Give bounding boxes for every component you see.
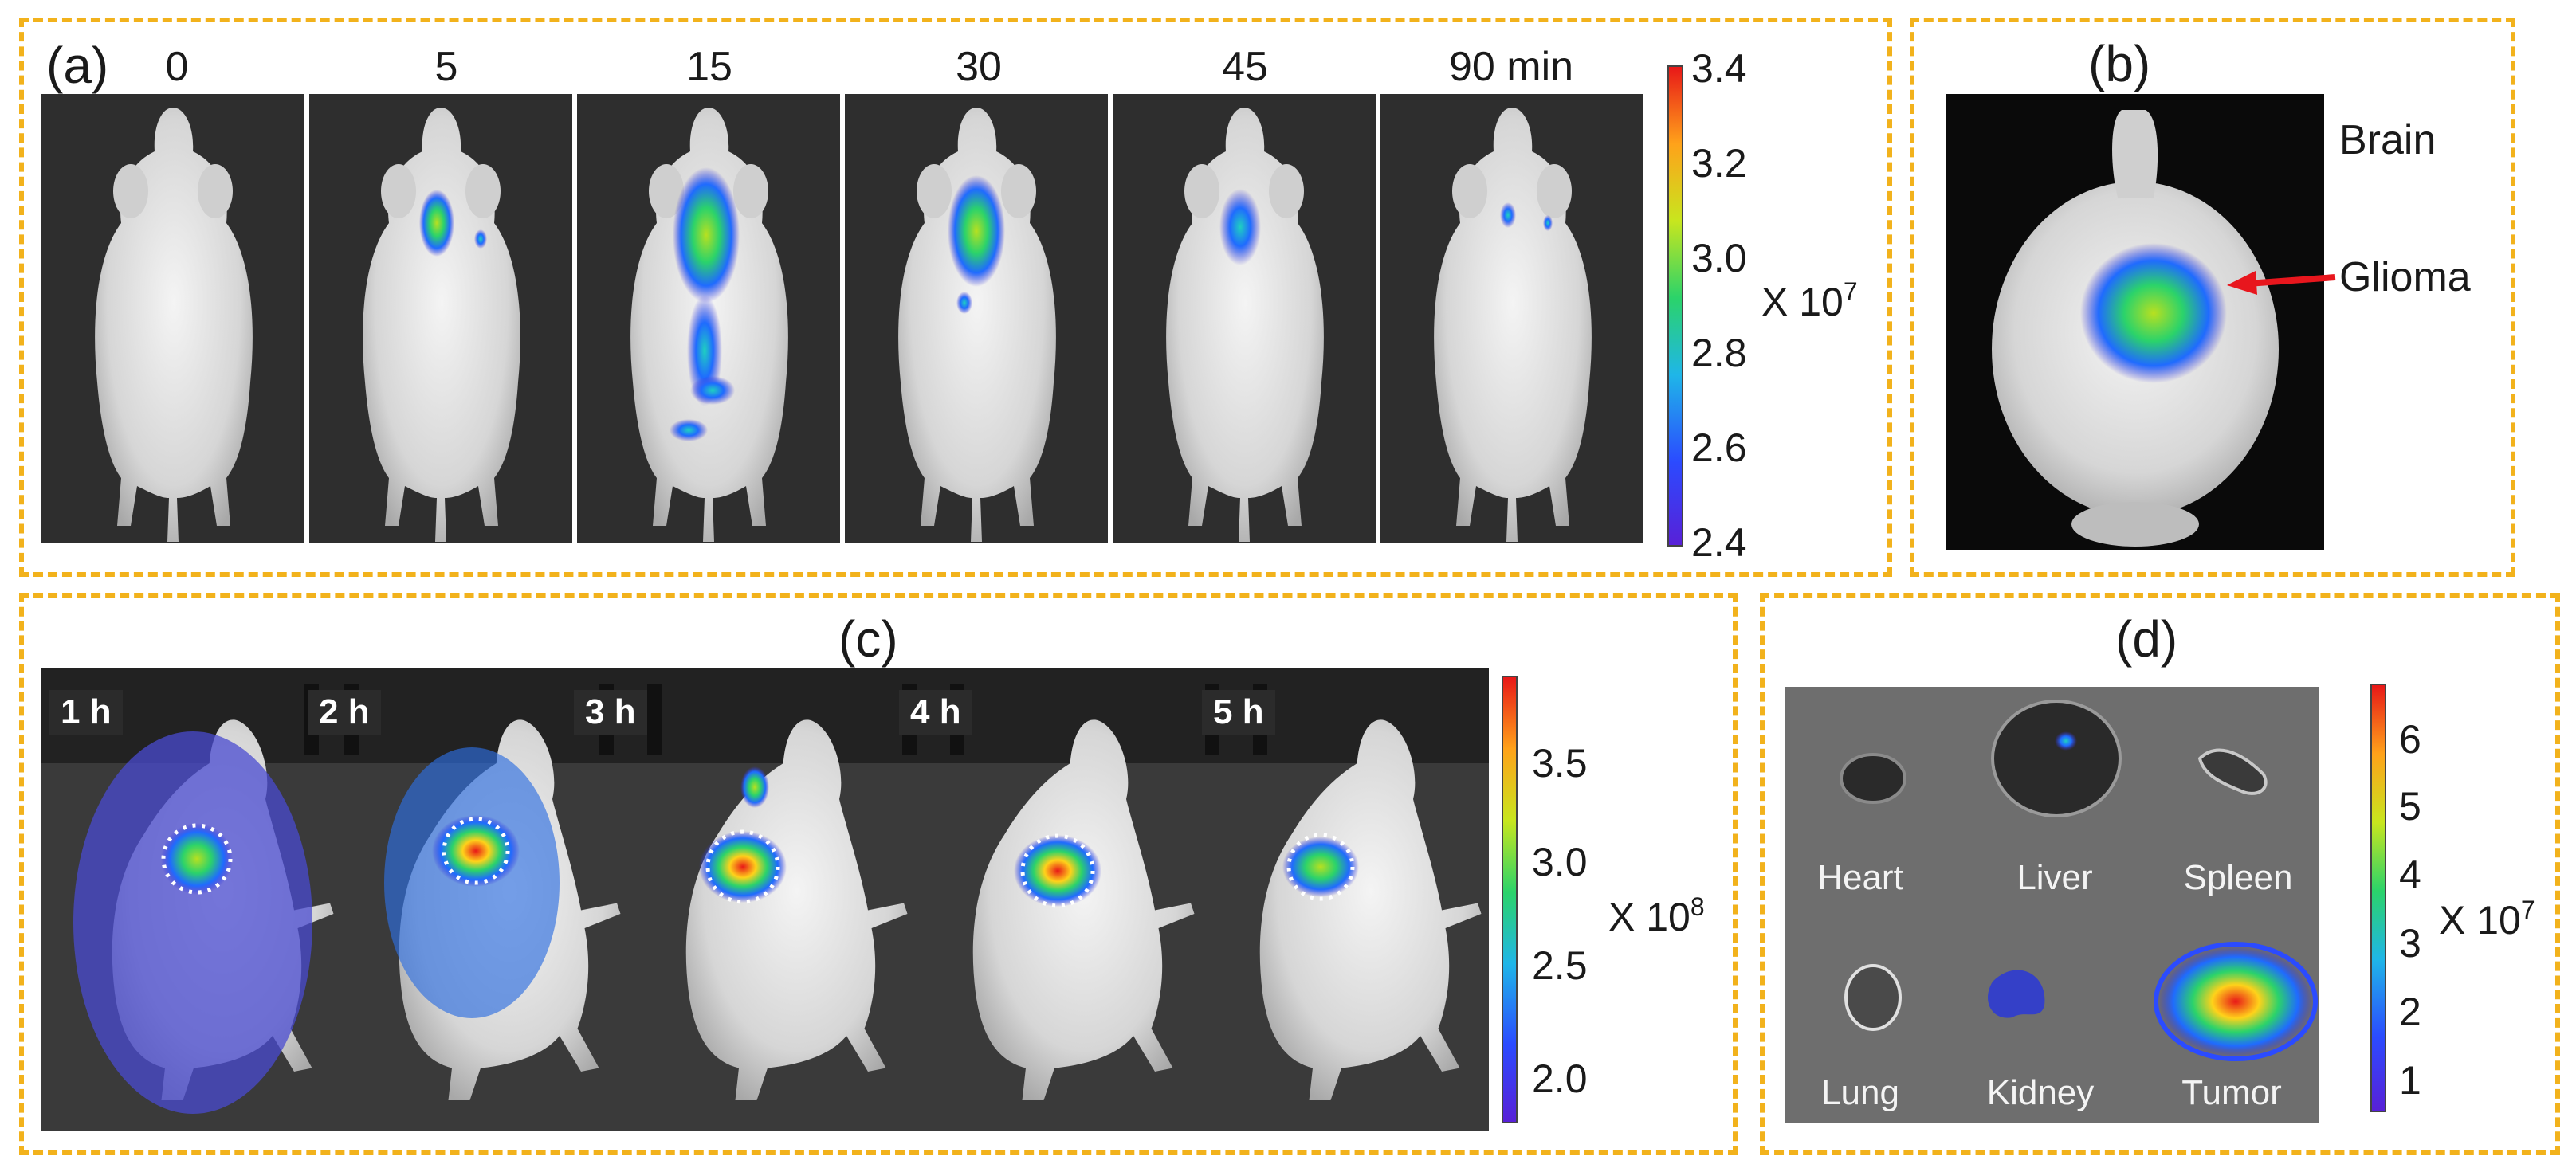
panel-a-label: (a): [46, 37, 109, 94]
mouse-image-45min: [1113, 94, 1376, 543]
mouse-image-30min: [845, 94, 1108, 543]
mouse-image-0min: [41, 94, 304, 543]
panel-a-colorbar-unit: X 107: [1761, 277, 1858, 324]
panel-d-tick: 2: [2399, 990, 2421, 1034]
panel-a-time-2: 15: [686, 44, 732, 90]
panel-c-tick: 2.5: [1532, 943, 1588, 988]
organ-label-liver: Liver: [2016, 858, 2093, 897]
panel-d: (d): [1760, 593, 2560, 1155]
panel-c-colorbar: [1502, 676, 1518, 1123]
panel-a-tick: 2.8: [1691, 331, 1747, 375]
panel-d-tick: 5: [2399, 784, 2421, 829]
panel-a-tick: 3.2: [1691, 141, 1747, 186]
organ-label-spleen: Spleen: [2183, 858, 2293, 897]
organ-label-kidney: Kidney: [1986, 1073, 2095, 1112]
panel-a-time-4: 45: [1222, 44, 1268, 90]
panel-c-time-2h: 2 h: [308, 690, 381, 735]
panel-c-time-3h: 3 h: [574, 690, 647, 735]
panel-c-time-1h: 1 h: [49, 690, 123, 735]
panel-a-colorbar: [1667, 65, 1683, 547]
panel-c-tick: 3.0: [1532, 840, 1588, 884]
panel-b: (b): [1910, 18, 2515, 577]
brain-label: Brain: [2339, 117, 2437, 163]
panel-c-tick: 3.5: [1532, 741, 1588, 786]
panel-a-time-5: 90 min: [1448, 44, 1574, 90]
panel-d-colorbar: [2370, 684, 2386, 1112]
panel-a-tick: 2.4: [1691, 520, 1747, 565]
panel-a-tick: 3.0: [1691, 236, 1747, 280]
panel-d-tick: 3: [2399, 921, 2421, 966]
panel-c-tick: 2.0: [1532, 1056, 1588, 1101]
panel-b-label: (b): [2088, 35, 2151, 92]
panel-c-colorbar-unit: X 108: [1608, 892, 1705, 939]
panel-c-image-strip: [41, 668, 1489, 1131]
panel-a: (a): [19, 18, 1892, 577]
panel-c-label: (c): [838, 610, 898, 668]
panel-d-colorbar-unit: X 107: [2439, 896, 2535, 943]
panel-a-time-3: 30: [956, 44, 1002, 90]
organ-label-tumor: Tumor: [2181, 1073, 2282, 1112]
organ-label-lung: Lung: [1821, 1073, 1899, 1112]
panel-d-tick: 1: [2399, 1058, 2421, 1103]
panel-c-time-5h: 5 h: [1202, 690, 1275, 735]
organ-image: [1785, 687, 2319, 1123]
panel-a-time-0: 0: [165, 44, 189, 90]
panel-d-tick: 6: [2399, 717, 2421, 762]
mouse-image-15min: [577, 94, 840, 543]
panel-a-tick: 2.6: [1691, 425, 1747, 470]
mouse-image-5min: [309, 94, 572, 543]
panel-d-tick: 4: [2399, 853, 2421, 897]
organ-label-heart: Heart: [1817, 858, 1903, 897]
panel-a-time-1: 5: [434, 44, 458, 90]
panel-d-label: (d): [2115, 610, 2178, 668]
panel-c: (c): [19, 593, 1738, 1155]
glioma-label: Glioma: [2339, 254, 2471, 300]
panel-a-tick: 3.4: [1691, 46, 1747, 91]
brain-image: [1946, 94, 2324, 550]
mouse-image-90min: [1380, 94, 1643, 543]
glioma-arrow: [2227, 271, 2336, 295]
panel-c-time-4h: 4 h: [899, 690, 972, 735]
